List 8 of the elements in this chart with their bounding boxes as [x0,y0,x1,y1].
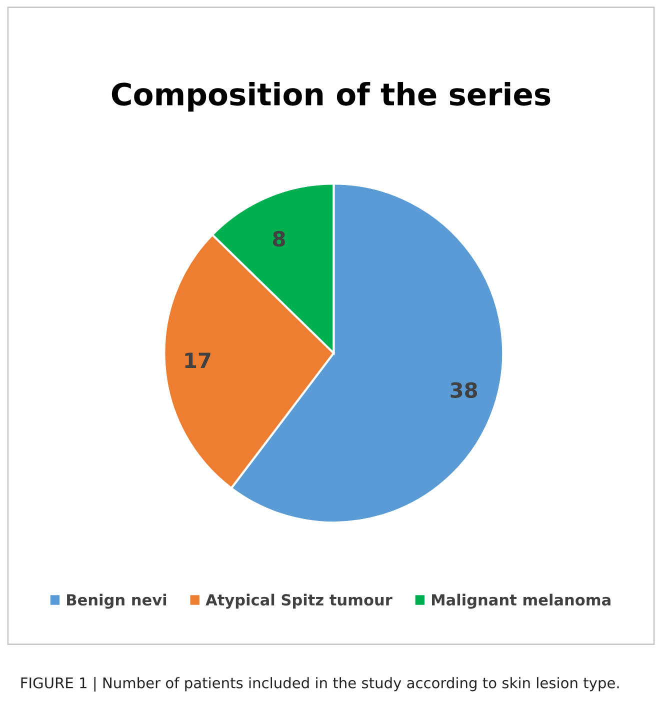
caption: FIGURE 1 | Number of patients included in the study according to skin lesion type. [21,677,619,692]
data-label: 8 [273,230,285,247]
legend-label: Benign nevi [67,594,166,609]
data-label: 38 [450,382,478,398]
legend-label: Atypical Spitz tumour [206,594,392,609]
data-label: 17 [185,352,210,368]
legend-label: Malignant melanoma [432,594,610,609]
chart-title: Composition of the series [112,82,550,112]
